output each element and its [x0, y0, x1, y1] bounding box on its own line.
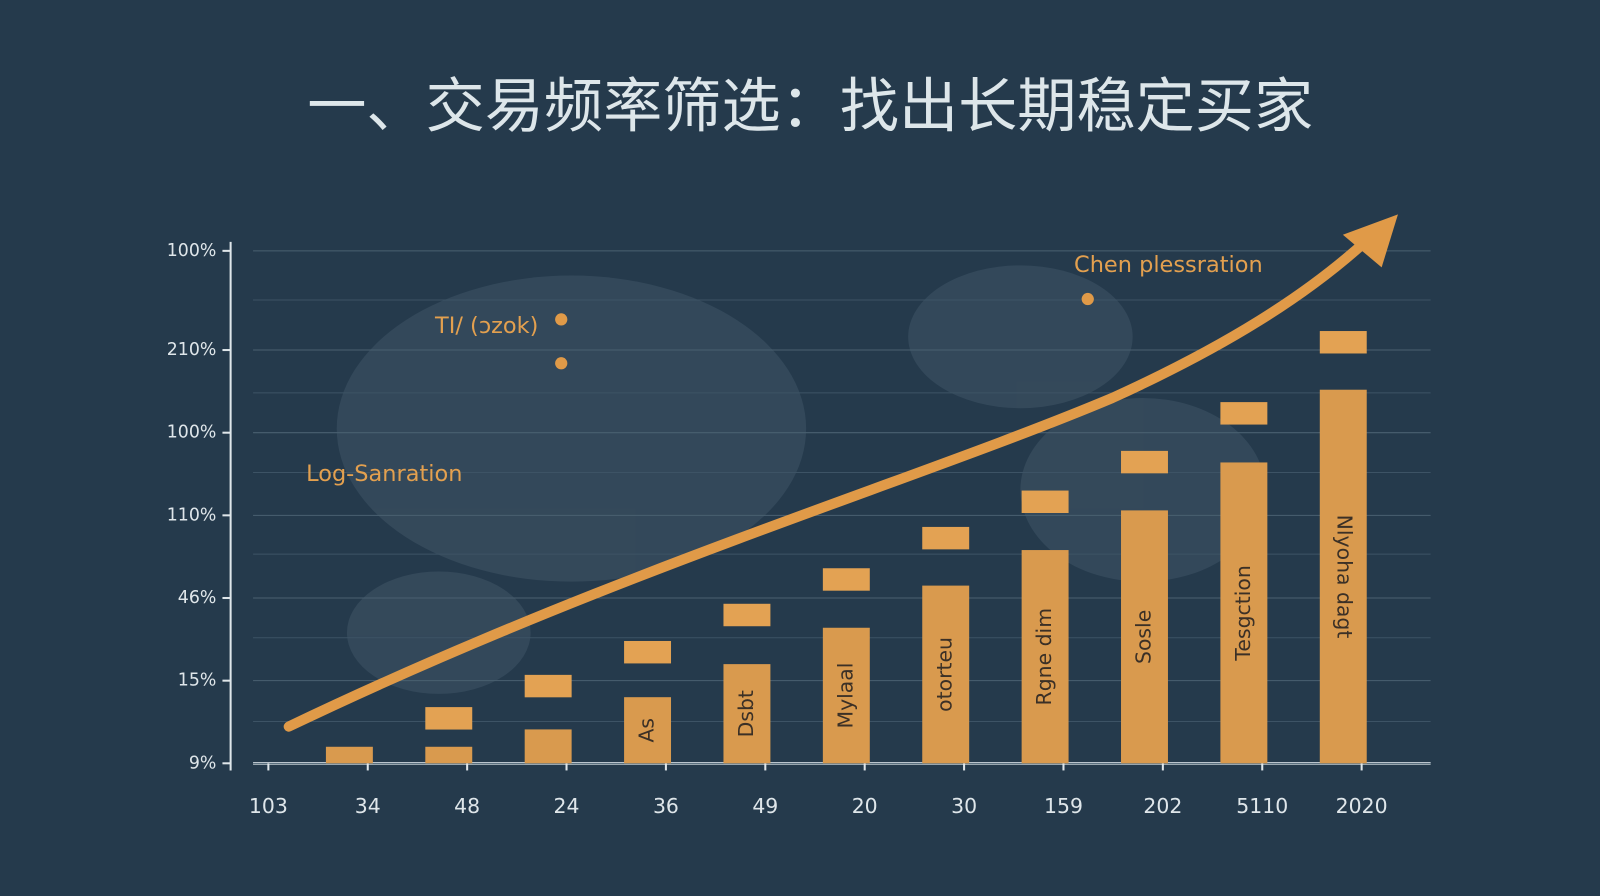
annotation: Chen plessration	[1074, 252, 1263, 278]
x-tick-label: 49	[752, 794, 778, 818]
bar-label: otorteu	[933, 637, 957, 712]
y-tick-label: 9%	[189, 753, 217, 773]
dot	[555, 357, 568, 370]
bar-label: Nlyoha dagt	[1332, 515, 1356, 639]
world-map-texture	[336, 265, 1266, 694]
y-tick-label: 15%	[178, 671, 217, 691]
x-tick-label: 2020	[1336, 794, 1388, 818]
bar-cap	[922, 526, 970, 550]
bar	[822, 627, 870, 764]
x-tick-label: 103	[249, 794, 288, 818]
x-tick-label: 5110	[1236, 794, 1288, 818]
x-tick-label: 48	[454, 794, 480, 818]
x-tick-label: 202	[1143, 794, 1182, 818]
bar-cap	[425, 707, 473, 730]
x-tick-label: 20	[852, 794, 878, 818]
bar	[325, 746, 373, 764]
bar	[922, 585, 970, 764]
y-tick-label: 100%	[167, 241, 217, 261]
bar	[1121, 510, 1168, 764]
bar-cap	[1220, 402, 1268, 425]
y-tick-label: 210%	[167, 340, 217, 360]
bar-label: Sosle	[1131, 610, 1155, 664]
y-tick-label: 46%	[178, 588, 217, 608]
annotation: Log-Sanration	[306, 461, 462, 487]
plot: 9% 15% 46% 110% 100% 210% 100% 103 34 48 24 36 As 49 D…	[167, 241, 1431, 818]
bar	[524, 729, 572, 764]
bar-cap	[822, 568, 870, 591]
bar	[425, 746, 473, 764]
bar-label: As	[635, 718, 659, 743]
bar	[1319, 389, 1367, 764]
arrow-head	[1342, 214, 1398, 268]
bar-cap	[723, 603, 771, 627]
bar	[1220, 462, 1268, 764]
x-tick-label: 36	[653, 794, 679, 818]
y-tick-label: 100%	[167, 423, 217, 443]
dot	[1081, 292, 1094, 306]
y-tick-label: 110%	[167, 505, 217, 525]
trend-arrow	[283, 234, 1373, 732]
x-tick-label: 34	[355, 794, 381, 818]
bar-cap	[1319, 331, 1367, 354]
bar-cap	[1021, 490, 1069, 513]
x-tick-label: 30	[951, 794, 977, 818]
bar-label: Tesgction	[1231, 565, 1255, 661]
bar	[723, 664, 771, 764]
bar-cap	[624, 640, 672, 664]
bar	[1021, 550, 1069, 764]
x-tick-label: 24	[554, 794, 580, 818]
chart-title: 一、交易频率筛选：找出长期稳定买家	[307, 71, 1313, 140]
dot	[555, 313, 568, 326]
bar-cap	[524, 674, 572, 698]
bar-label: Rgne dim	[1032, 608, 1056, 706]
x-tick-label: 159	[1044, 794, 1083, 818]
bar-cap	[1121, 450, 1168, 474]
bar-label: Dsbt	[734, 690, 758, 737]
bar-label: Mylaal	[833, 663, 857, 729]
annotation: TI/ (ɔzok)	[434, 313, 538, 339]
bar	[624, 697, 672, 764]
